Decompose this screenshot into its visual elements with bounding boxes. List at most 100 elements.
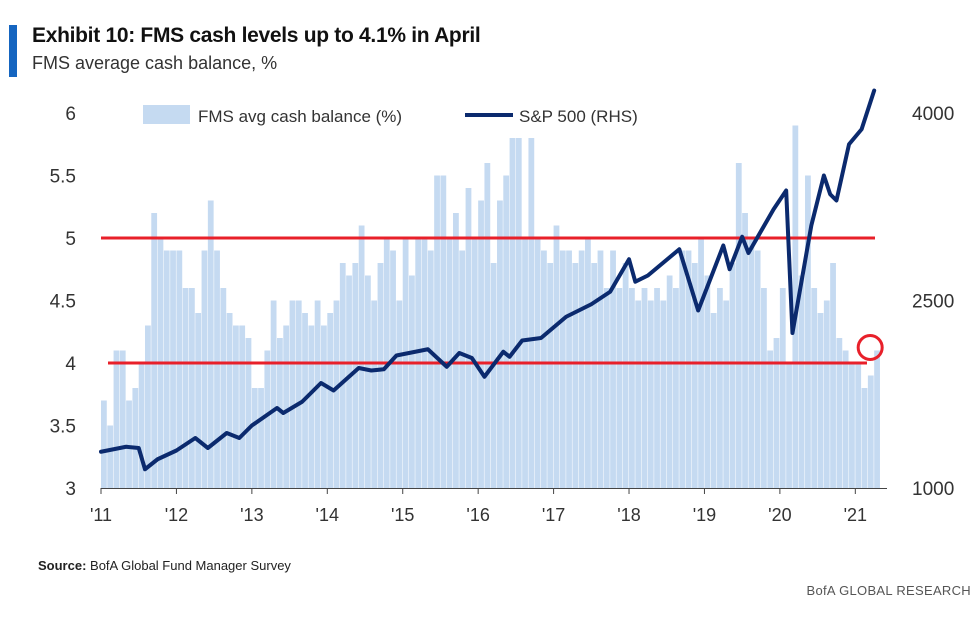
- cash-bar: [170, 250, 176, 488]
- cash-bar: [591, 263, 598, 488]
- cash-bar: [660, 300, 667, 488]
- cash-bar: [503, 175, 510, 488]
- source-label: Source:: [38, 558, 87, 573]
- x-tick-label: '20: [768, 505, 791, 525]
- cash-bar: [867, 375, 874, 488]
- cash-bar: [836, 338, 843, 488]
- cash-bar: [189, 288, 195, 488]
- cash-bar: [786, 363, 792, 488]
- cash-bar: [723, 300, 730, 488]
- cash-bar: [427, 250, 434, 488]
- x-tick-label: '13: [240, 505, 263, 525]
- cash-bar: [107, 425, 114, 488]
- cash-bar: [465, 188, 472, 488]
- y-right-tick-label: 4000: [912, 104, 954, 125]
- cash-bar: [138, 363, 145, 488]
- cash-bar: [798, 275, 805, 488]
- y-left-tick-label: 3.5: [50, 417, 76, 438]
- cash-bar: [773, 338, 780, 488]
- cash-bar: [233, 325, 239, 488]
- cash-bar: [201, 250, 208, 488]
- title-accent-bar: [9, 25, 17, 77]
- x-tick-label: '11: [90, 505, 112, 525]
- cash-bar: [440, 175, 447, 488]
- cash-bar: [195, 313, 202, 488]
- highlight-group: [856, 334, 884, 361]
- cash-bar: [119, 350, 126, 488]
- cash-bar: [377, 263, 384, 488]
- cash-bar: [842, 350, 849, 488]
- cash-bar: [547, 263, 554, 488]
- cash-bar: [333, 300, 340, 488]
- cash-bar: [101, 400, 107, 488]
- cash-bar: [176, 250, 183, 488]
- cash-bar: [767, 350, 774, 488]
- cash-bar: [742, 213, 748, 488]
- cash-bar: [779, 288, 786, 488]
- cash-bar: [874, 350, 880, 488]
- cash-bar: [566, 250, 572, 488]
- source-text: BofA Global Fund Manager Survey: [90, 558, 291, 573]
- cash-bar: [484, 163, 491, 488]
- cash-bar: [710, 313, 717, 488]
- cash-bar: [459, 250, 466, 488]
- cash-bar: [597, 250, 604, 488]
- cash-bar: [289, 300, 296, 488]
- cash-bar: [113, 350, 120, 488]
- cash-bar: [409, 275, 415, 488]
- x-tick-label: '16: [466, 505, 489, 525]
- cash-bar: [735, 163, 742, 488]
- cash-bar: [823, 300, 830, 488]
- cash-bar: [578, 250, 585, 488]
- cash-bar: [490, 263, 497, 488]
- cash-bar: [434, 175, 440, 488]
- cash-bar: [151, 213, 158, 488]
- y-left-tick-label: 4.5: [50, 292, 76, 313]
- y-right-tick-label: 1000: [912, 479, 954, 500]
- cash-bar: [679, 250, 686, 488]
- cash-bar: [515, 138, 522, 488]
- chart-subtitle: FMS average cash balance, %: [32, 53, 278, 73]
- cash-bar: [805, 175, 811, 488]
- cash-bar: [610, 250, 616, 488]
- sp500-line: [99, 88, 877, 472]
- cash-bar: [817, 313, 824, 488]
- cash-bar: [635, 300, 642, 488]
- x-tick-label: '12: [165, 505, 188, 525]
- legend: FMS avg cash balance (%) S&P 500 (RHS): [143, 105, 638, 126]
- cash-bar: [163, 250, 170, 488]
- legend-label-bar: FMS avg cash balance (%): [198, 107, 402, 126]
- cash-bar: [603, 288, 610, 488]
- cash-bar: [673, 288, 679, 488]
- cash-bar: [327, 313, 334, 488]
- cash-bar: [559, 250, 566, 488]
- bar-series: [101, 125, 880, 488]
- legend-label-line: S&P 500 (RHS): [519, 107, 638, 126]
- cash-bar: [339, 263, 346, 488]
- cash-bar: [629, 288, 635, 488]
- cash-bar: [497, 200, 503, 488]
- x-tick-label: '15: [391, 505, 414, 525]
- cash-bar: [616, 288, 623, 488]
- y-axis-left: 3 3.5 4 4.5 5 5.5 6: [50, 104, 77, 500]
- cash-bar: [541, 250, 547, 488]
- y-left-tick-label: 3: [65, 479, 76, 500]
- chart-title: Exhibit 10: FMS cash levels up to 4.1% i…: [32, 24, 481, 47]
- cash-bar: [126, 400, 132, 488]
- cash-bar: [704, 275, 711, 488]
- x-tick-label: '18: [617, 505, 640, 525]
- cash-bar: [509, 138, 516, 488]
- cash-bar: [207, 200, 214, 488]
- cash-bar: [283, 325, 290, 488]
- x-tick-label: '14: [316, 505, 339, 525]
- cash-bar: [666, 275, 673, 488]
- source-note: Source: BofA Global Fund Manager Survey: [38, 558, 291, 573]
- legend-swatch-bar: [143, 105, 190, 124]
- cash-bar: [346, 275, 352, 488]
- y-axis-right: 1000 2500 4000: [912, 104, 954, 500]
- line-series: [99, 88, 877, 472]
- reference-lines: [101, 236, 875, 365]
- y-left-tick-label: 5.5: [50, 167, 76, 188]
- cash-bar: [371, 300, 378, 488]
